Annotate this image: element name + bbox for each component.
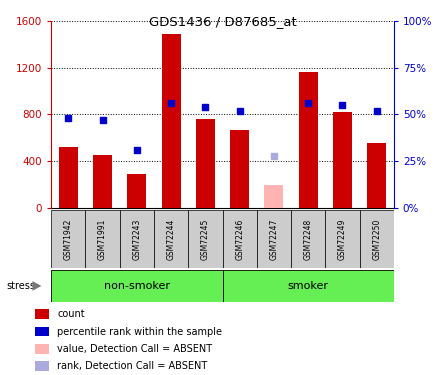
Text: GSM72249: GSM72249 (338, 218, 347, 260)
Bar (222, 210, 257, 268)
Text: percentile rank within the sample: percentile rank within the sample (57, 327, 222, 337)
Bar (162, 33, 181, 208)
Text: GSM71991: GSM71991 (98, 218, 107, 260)
Text: GDS1436 / D87685_at: GDS1436 / D87685_at (149, 15, 296, 28)
Bar (367, 142, 386, 208)
Text: non-smoker: non-smoker (104, 281, 170, 291)
Bar (120, 210, 154, 268)
Bar (230, 130, 249, 208)
Text: GSM71942: GSM71942 (64, 218, 73, 260)
Text: GSM72243: GSM72243 (132, 218, 142, 260)
Text: value, Detection Call = ABSENT: value, Detection Call = ABSENT (57, 344, 212, 354)
Text: GSM72247: GSM72247 (269, 218, 279, 260)
Bar (325, 210, 360, 268)
Bar (360, 210, 394, 268)
Bar (85, 210, 120, 268)
Text: GSM72250: GSM72250 (372, 218, 381, 260)
Text: GSM72248: GSM72248 (303, 218, 313, 260)
Text: GSM72245: GSM72245 (201, 218, 210, 260)
Bar (35, 344, 49, 354)
Bar (222, 270, 394, 302)
Text: count: count (57, 309, 85, 319)
Bar (59, 147, 78, 208)
Text: stress: stress (7, 281, 36, 291)
Bar (51, 210, 85, 268)
Bar (127, 174, 146, 208)
Bar (51, 270, 223, 302)
Bar (291, 210, 325, 268)
Text: rank, Detection Call = ABSENT: rank, Detection Call = ABSENT (57, 362, 207, 371)
Bar (35, 327, 49, 336)
Bar (154, 210, 188, 268)
Bar (188, 210, 222, 268)
Bar (196, 119, 215, 208)
Bar (93, 155, 112, 208)
Bar (333, 112, 352, 208)
Text: GSM72246: GSM72246 (235, 218, 244, 260)
Text: smoker: smoker (287, 281, 329, 291)
Bar (35, 362, 49, 371)
Text: GSM72244: GSM72244 (166, 218, 176, 260)
Bar (35, 309, 49, 319)
Bar (264, 185, 283, 208)
Bar (299, 72, 318, 208)
Bar (257, 210, 291, 268)
